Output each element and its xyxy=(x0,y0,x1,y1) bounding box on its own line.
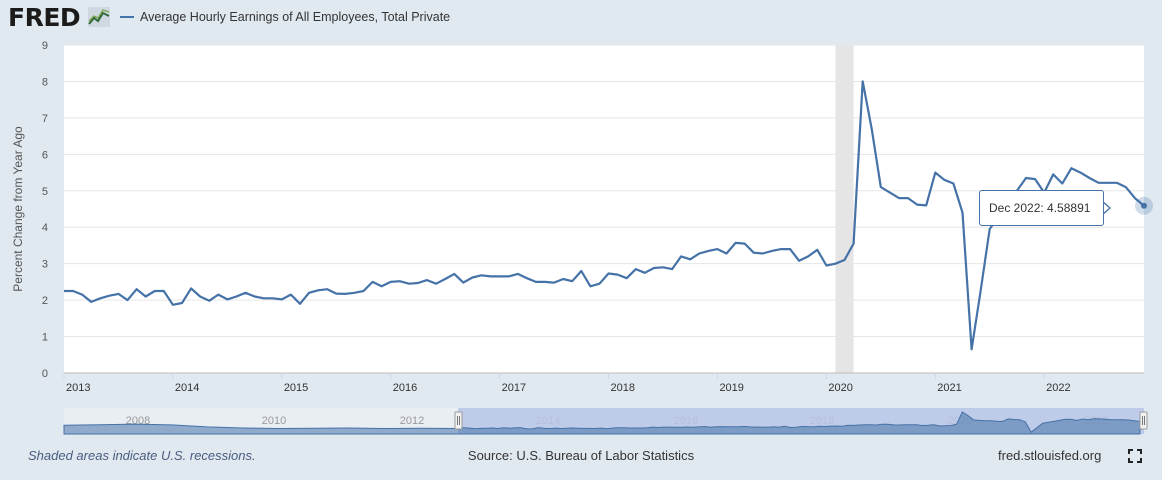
y-tick-label: 3 xyxy=(42,259,48,271)
recession-band xyxy=(835,45,854,373)
y-tick-label: 4 xyxy=(42,222,48,234)
y-tick-label: 8 xyxy=(42,76,48,88)
x-tick-label: 2014 xyxy=(175,382,199,394)
tooltip-value: 4.58891 xyxy=(1047,201,1091,215)
navigator-handle-left[interactable] xyxy=(454,411,463,430)
x-tick-label: 2013 xyxy=(66,382,90,394)
legend-series-swatch xyxy=(120,16,134,18)
highlight-point[interactable] xyxy=(1141,202,1147,209)
range-navigator[interactable]: 20082010201220142016201820202022 xyxy=(63,408,1148,435)
y-tick-label: 2 xyxy=(42,295,48,307)
y-axis-label: Percent Change from Year Ago xyxy=(11,126,25,292)
y-tick-label: 0 xyxy=(42,368,48,380)
fred-site-link[interactable]: fred.stlouisfed.org xyxy=(998,448,1102,463)
tooltip-date: Dec 2022: xyxy=(989,201,1044,215)
x-tick-label: 2021 xyxy=(937,382,961,394)
y-tick-label: 5 xyxy=(42,186,48,198)
navigator-year-label: 2010 xyxy=(262,415,286,427)
chart-legend[interactable]: Average Hourly Earnings of All Employees… xyxy=(120,9,450,25)
data-tooltip: Dec 2022: 4.58891 xyxy=(979,190,1104,226)
tooltip-arrow-fill xyxy=(1102,202,1109,214)
chart[interactable]: 0 1 2 3 4 5 6 7 8 9 2013 2014 2015 2016 2017 2018 2019 2… xyxy=(0,36,1162,444)
plot-area xyxy=(64,45,1144,373)
recession-note: Shaded areas indicate U.S. recessions. xyxy=(28,448,256,463)
series-line[interactable] xyxy=(64,80,1145,351)
x-tick-label: 2015 xyxy=(284,382,308,394)
navigator-year-label: 2012 xyxy=(400,415,424,427)
source-link[interactable]: Source: U.S. Bureau of Labor Statistics xyxy=(467,448,695,463)
fred-logo-graph-icon xyxy=(88,7,110,27)
x-tick-label: 2017 xyxy=(502,382,526,394)
fullscreen-icon[interactable] xyxy=(1128,449,1142,463)
x-tick-label: 2018 xyxy=(611,382,635,394)
x-tick-label: 2022 xyxy=(1046,382,1070,394)
fred-logo[interactable]: FRED xyxy=(8,3,81,32)
y-tick-label: 9 xyxy=(42,40,48,52)
navigator-handle-right[interactable] xyxy=(1139,411,1148,430)
y-tick-label: 1 xyxy=(42,332,48,344)
x-tick-label: 2019 xyxy=(719,382,743,394)
x-tick-label: 2016 xyxy=(393,382,417,394)
x-tick-label: 2020 xyxy=(828,382,852,394)
y-tick-label: 6 xyxy=(42,149,48,161)
legend-series-label[interactable]: Average Hourly Earnings of All Employees… xyxy=(140,10,451,24)
header: FRED Average Hourly Earnings of All Empl… xyxy=(0,0,1162,36)
navigator-series-area xyxy=(63,411,1141,435)
y-tick-label: 7 xyxy=(42,113,48,125)
